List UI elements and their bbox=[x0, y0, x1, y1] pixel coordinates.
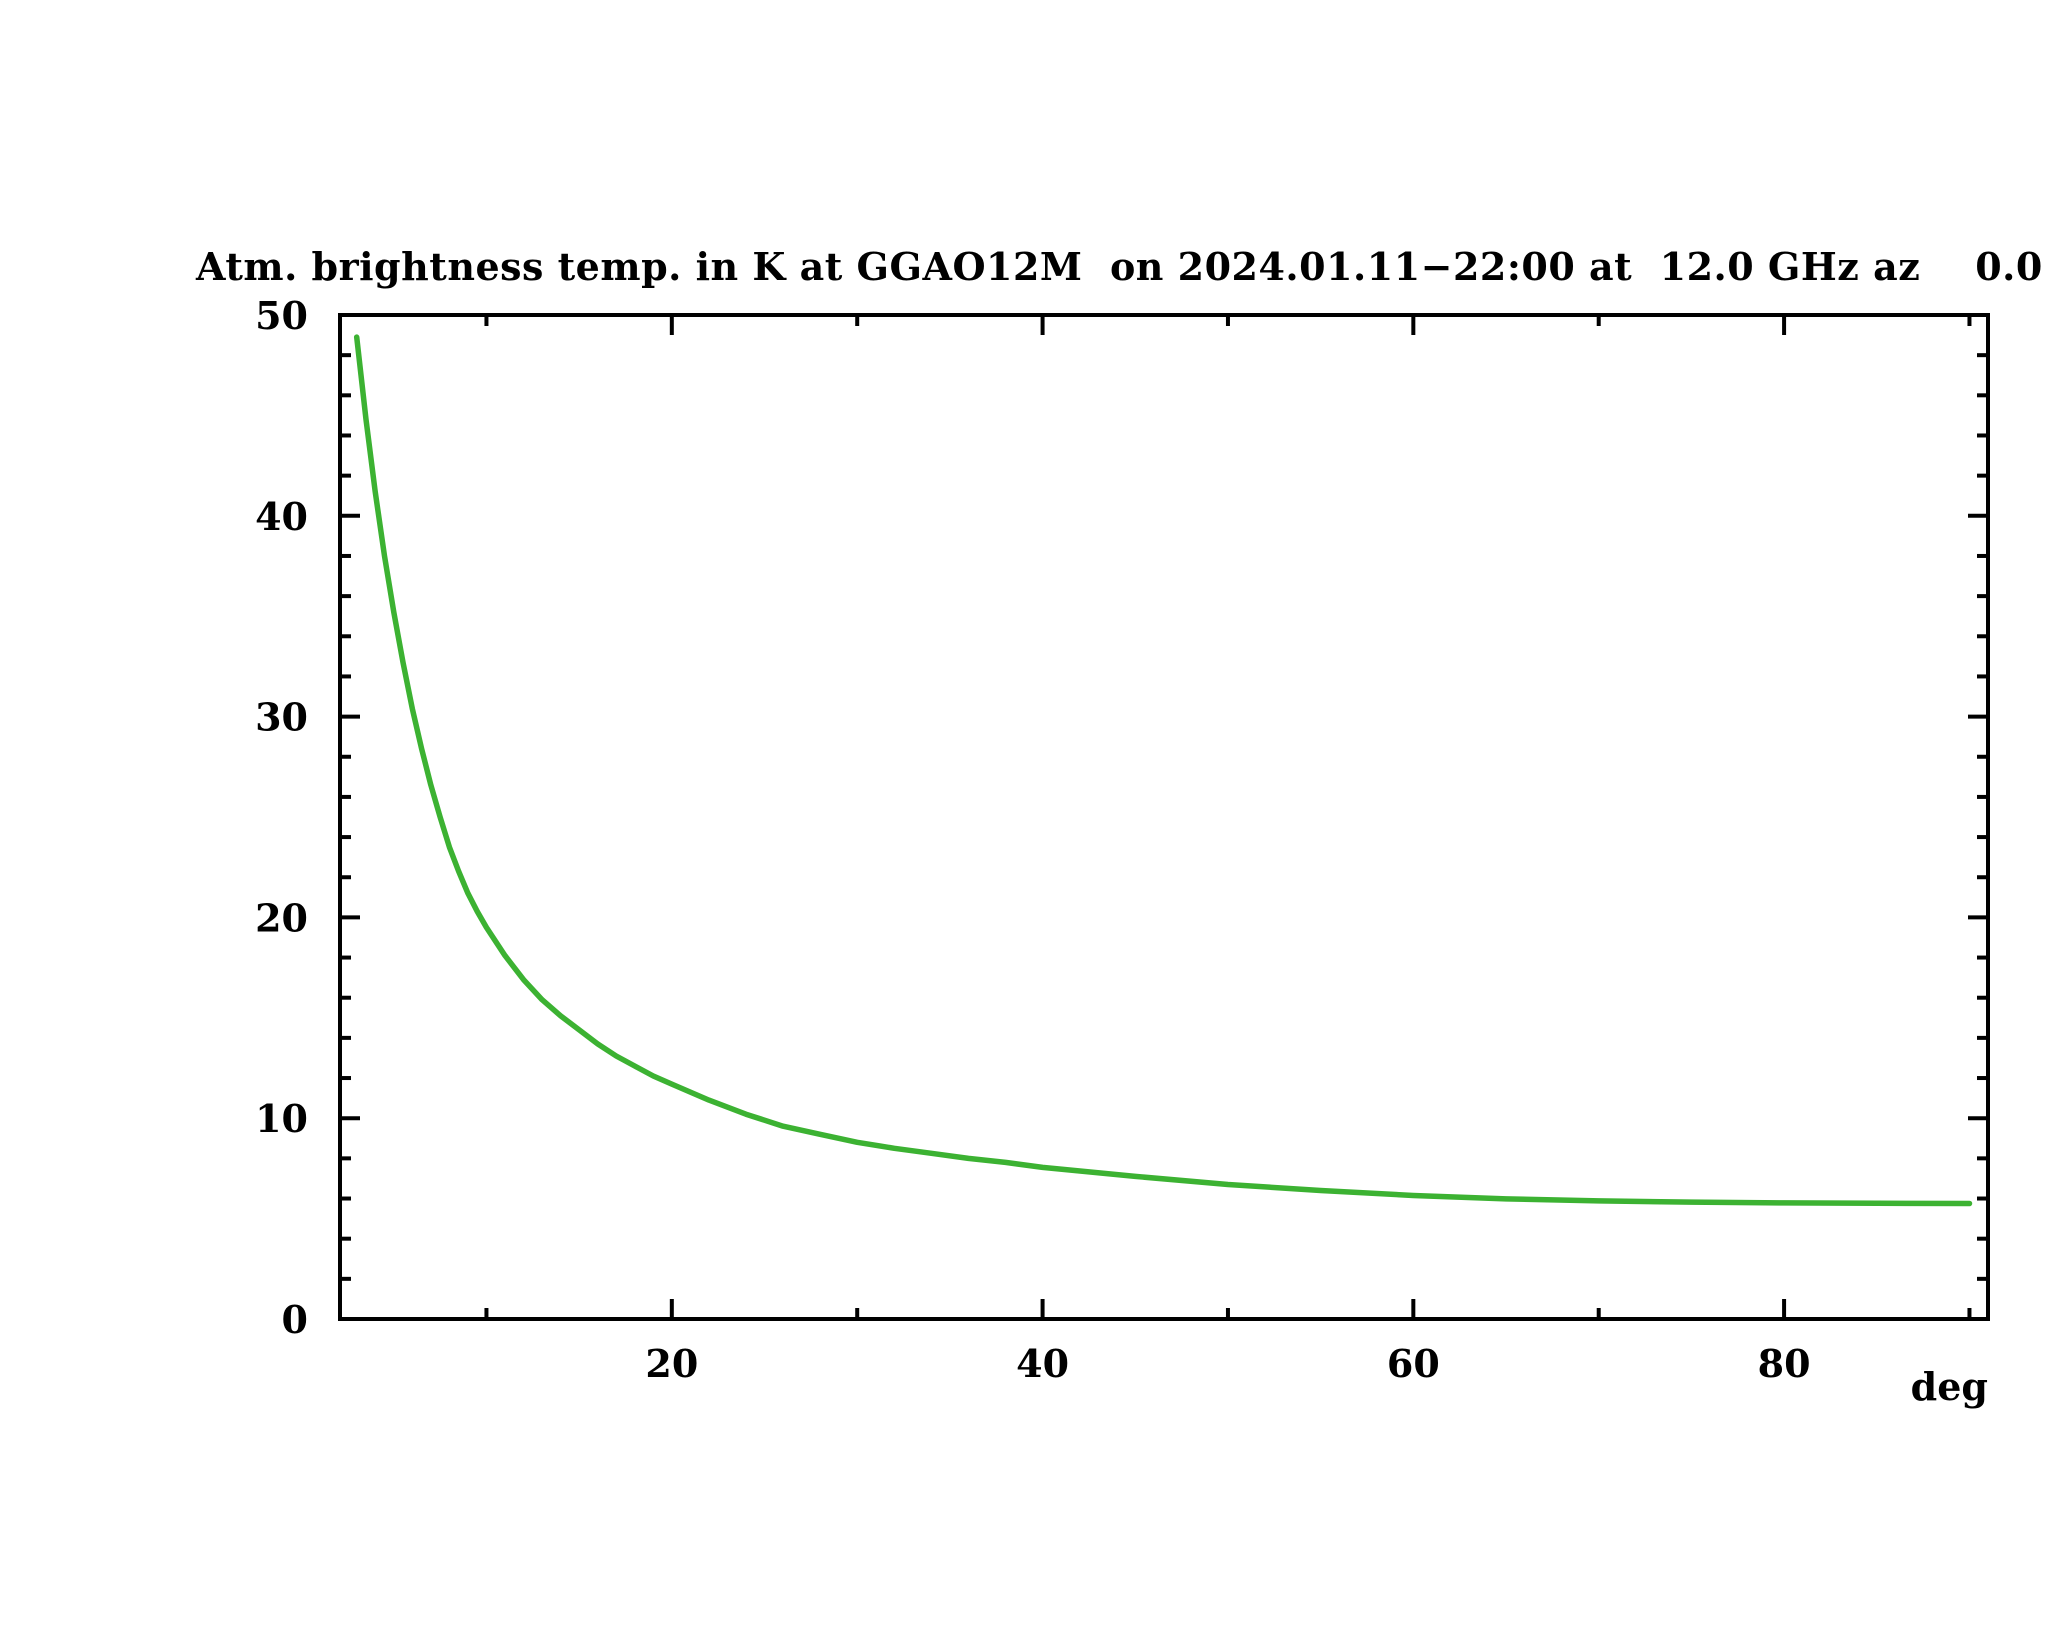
x-tick-label: 60 bbox=[1387, 1341, 1440, 1386]
x-axis-unit-label: deg bbox=[1910, 1364, 1988, 1409]
y-tick-label: 50 bbox=[255, 293, 308, 338]
y-tick-label: 10 bbox=[255, 1096, 308, 1141]
y-tick-label: 20 bbox=[255, 895, 308, 940]
x-tick-label: 40 bbox=[1016, 1341, 1069, 1386]
y-tick-label: 0 bbox=[282, 1297, 308, 1342]
y-tick-label: 30 bbox=[255, 695, 308, 740]
x-tick-label: 80 bbox=[1758, 1341, 1811, 1386]
chart-title: Atm. brightness temp. in K at GGAO12M on… bbox=[196, 244, 2043, 289]
x-tick-label: 20 bbox=[645, 1341, 698, 1386]
temperature-curve bbox=[353, 334, 1973, 1207]
plot-frame-border bbox=[338, 313, 1990, 1321]
y-tick-label: 40 bbox=[255, 494, 308, 539]
